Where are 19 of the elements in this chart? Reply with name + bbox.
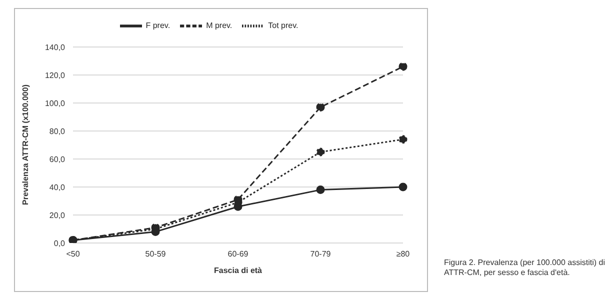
legend-label: Tot prev.: [268, 21, 298, 30]
text: Figura 2. Prevalenza (per 100.000 assistiti) di ATTR-CM, per sesso e fascia d'età.: [444, 258, 606, 278]
x-tick-label: 60-69: [228, 250, 249, 259]
y-tick-label: 100,0: [44, 98, 66, 108]
x-axis-title: Fascia di età: [214, 266, 263, 275]
legend-label: M prev.: [206, 21, 232, 30]
x-tick-label: <50: [66, 250, 80, 259]
x-tick-label: 50-59: [145, 250, 166, 259]
y-tick-label: 140,0: [44, 42, 66, 52]
x-tick-label: ≥80: [396, 250, 410, 259]
y-tick-label: 60,0: [49, 154, 66, 164]
y-tick-label: 80,0: [49, 126, 66, 136]
y-tick-label: 20,0: [49, 210, 66, 220]
y-axis-title: Prevalenza ATTR-CM (x100.000): [20, 84, 30, 205]
y-tick-label: 40,0: [49, 182, 66, 192]
legend-label: F prev.: [146, 21, 170, 30]
x-tick-label: 70-79: [310, 250, 332, 259]
y-tick-label: 120,0: [44, 70, 66, 80]
y-tick-label: 0,0: [54, 238, 66, 248]
